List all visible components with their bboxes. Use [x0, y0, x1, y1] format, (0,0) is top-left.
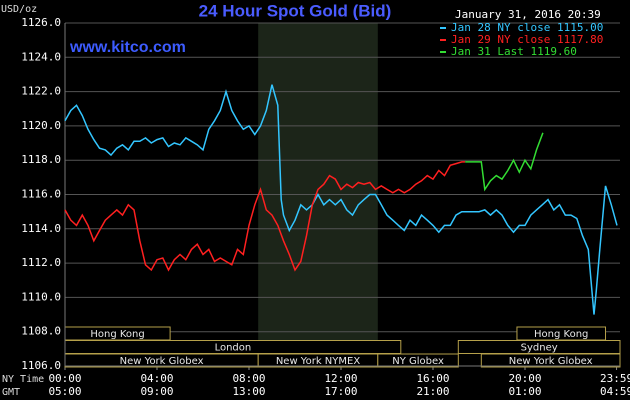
y-tick-label: 1110.0	[21, 290, 61, 303]
y-tick-label: 1126.0	[21, 16, 61, 29]
session-label: Hong Kong	[534, 329, 588, 340]
x-tick-label: 08:00	[232, 372, 265, 385]
y-tick-label: 1112.0	[21, 256, 61, 269]
x-tick-label: 00:00	[48, 372, 81, 385]
session-label: Hong Kong	[90, 329, 144, 340]
y-tick-label: 1116.0	[21, 188, 61, 201]
y-tick-label: 1120.0	[21, 119, 61, 132]
session-label: New York Globex	[509, 356, 593, 367]
x-tick-label: 12:00	[324, 372, 357, 385]
session-label: London	[215, 343, 252, 354]
y-tick-label: 1124.0	[21, 50, 61, 63]
y-tick-label: 1114.0	[21, 222, 61, 235]
legend-label: Jan 29 NY close 1117.80	[451, 33, 603, 46]
legend-label: Jan 31 Last 1119.60	[451, 45, 577, 58]
chart-subtitle: January 31, 2016 20:39	[455, 8, 601, 21]
y-tick-label: 1122.0	[21, 85, 61, 98]
series-line	[64, 84, 618, 315]
x-tick-label: 13:00	[232, 385, 265, 398]
series-line	[465, 132, 544, 192]
legend-label: Jan 28 NY close 1115.00	[451, 21, 603, 34]
session-label: New York Globex	[120, 356, 204, 367]
session-label: NY Globex	[392, 356, 444, 367]
watermark: www.kitco.com	[69, 39, 186, 56]
x-tick-label: 01:00	[508, 385, 541, 398]
x-tick-label: 17:00	[324, 385, 357, 398]
x-tick-label: 20:00	[508, 372, 541, 385]
x-tick-label: 05:00	[48, 385, 81, 398]
y-tick-label: 1118.0	[21, 153, 61, 166]
y-tick-label: 1108.0	[21, 325, 61, 338]
y-tick-label: 1106.0	[21, 359, 61, 372]
x-tick-label: 09:00	[140, 385, 173, 398]
time-axis-name: GMT	[2, 387, 20, 398]
x-tick-label: 16:00	[416, 372, 449, 385]
session-box	[480, 353, 621, 368]
x-tick-label: 04:59	[600, 385, 630, 398]
chart-title: 24 Hour Spot Gold (Bid)	[199, 1, 392, 20]
session-label: New York NYMEX	[276, 356, 361, 367]
x-tick-label: 23:59	[600, 372, 630, 385]
x-tick-label: 21:00	[416, 385, 449, 398]
x-tick-label: 04:00	[140, 372, 173, 385]
series-line	[64, 161, 466, 272]
time-axis-name: NY Time	[2, 374, 44, 385]
session-label: Sydney	[521, 343, 558, 354]
session-box	[377, 353, 459, 368]
y-axis-label: USD/oz	[1, 4, 37, 15]
